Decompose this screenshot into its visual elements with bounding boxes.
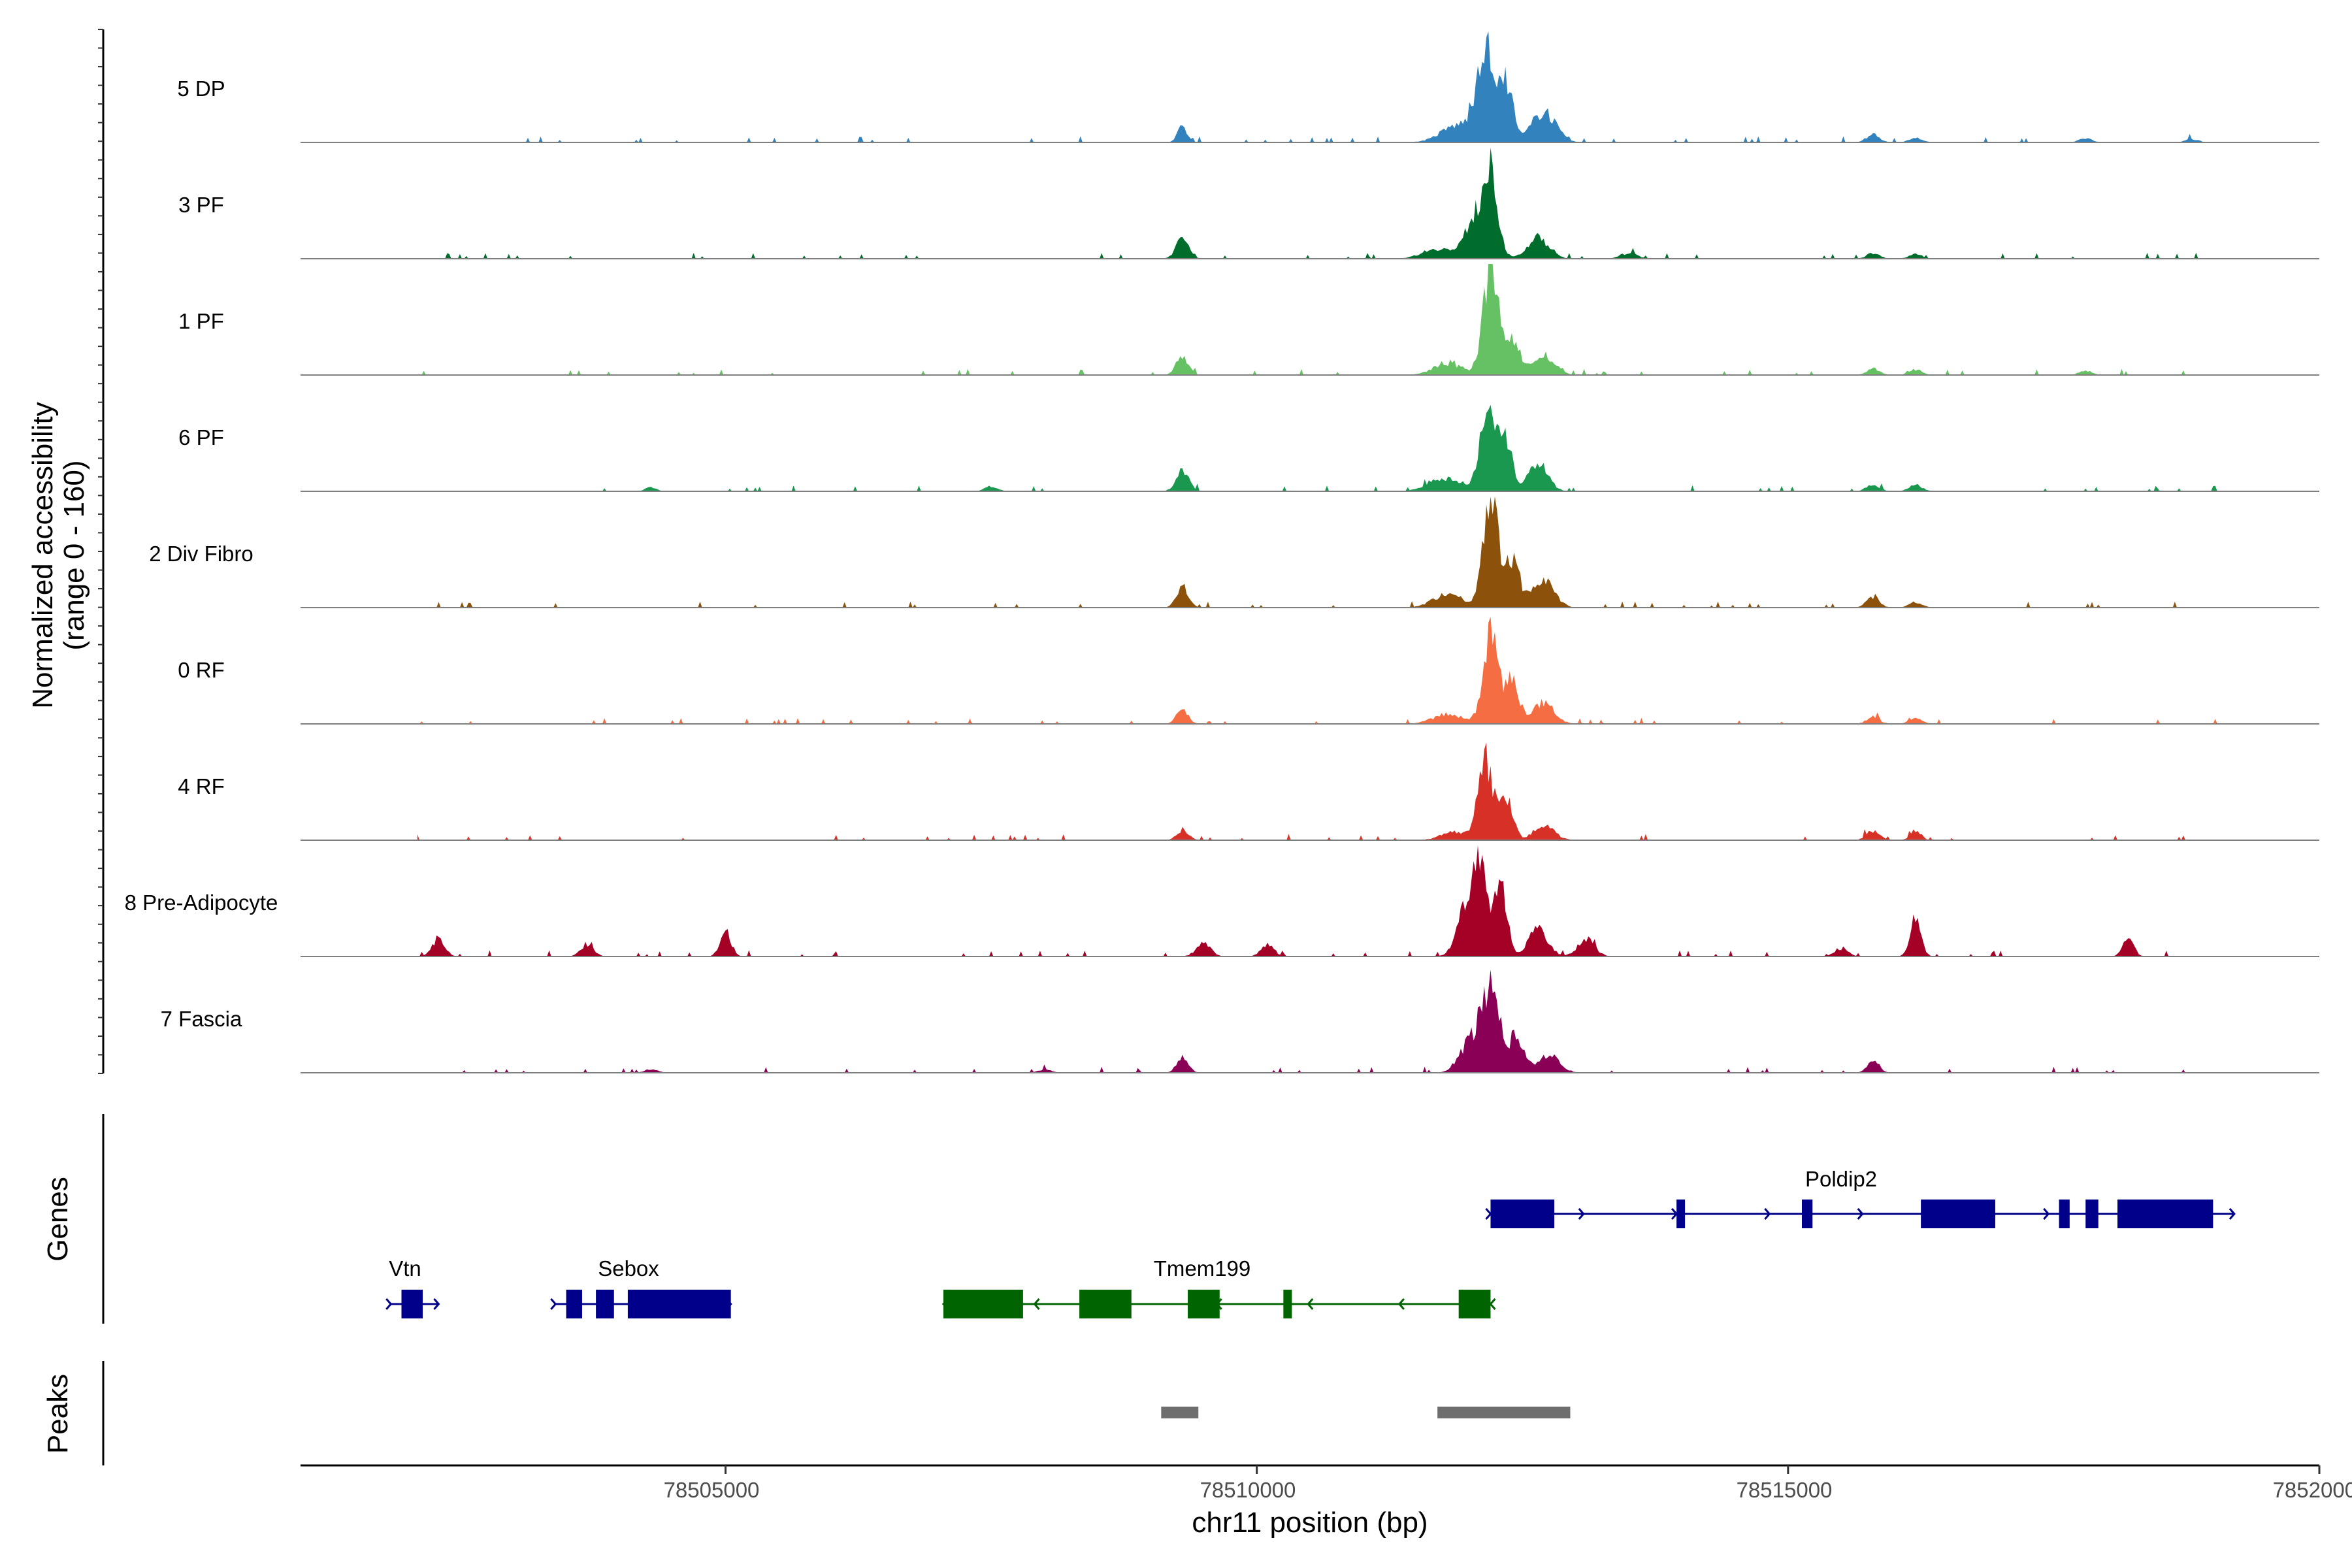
peak-regions <box>1161 1407 1571 1418</box>
gene-model-poldip2 <box>1485 1200 2236 1228</box>
gene-exon-tmem199-3 <box>1187 1290 1220 1318</box>
coverage-area-0-rf <box>417 617 2234 724</box>
gene-exon-tmem199-4 <box>1283 1290 1292 1318</box>
track-label-0-rf: 0 RF <box>178 658 225 682</box>
gene-strand-chevron-vtn <box>385 1298 393 1310</box>
coverage-track-1-pf <box>301 264 2319 376</box>
coverage-track-8-pre-adipocyte <box>301 845 2319 957</box>
gene-strand-chevron-poldip2 <box>1857 1208 1864 1220</box>
gene-exon-tmem199-5 <box>1458 1290 1491 1318</box>
track-label-5-dp: 5 DP <box>177 76 225 101</box>
coverage-area-1-pf <box>417 264 2234 375</box>
gene-strand-chevron-sebox <box>550 1298 557 1310</box>
x-tick-label-78515000: 78515000 <box>1737 1478 1833 1502</box>
gene-strand-chevron-poldip2 <box>2229 1208 2236 1220</box>
gene-strand-chevron-vtn <box>433 1298 440 1310</box>
x-tick-label-78520000: 78520000 <box>2273 1478 2352 1502</box>
gene-strand-chevron-poldip2 <box>1764 1208 1771 1220</box>
gene-label-vtn: Vtn <box>389 1256 421 1281</box>
gene-models <box>385 1200 2236 1318</box>
x-axis-title: chr11 position (bp) <box>1192 1507 1428 1539</box>
gene-model-tmem199 <box>941 1290 1496 1318</box>
gene-model-vtn <box>385 1290 440 1318</box>
gene-exon-poldip2-1 <box>1490 1200 1555 1228</box>
gene-exon-poldip2-3 <box>1801 1200 1813 1228</box>
gene-exon-tmem199-1 <box>943 1290 1023 1318</box>
gene-exon-sebox-3 <box>627 1290 731 1318</box>
coverage-area-4-rf <box>417 742 2234 840</box>
gene-exon-poldip2-2 <box>1676 1200 1686 1228</box>
coverage-track-0-rf <box>301 617 2319 725</box>
gene-strand-chevron-tmem199 <box>1033 1298 1040 1310</box>
peak-region-2 <box>1437 1407 1571 1418</box>
gene-strand-chevron-poldip2 <box>1578 1208 1585 1220</box>
gene-exon-tmem199-2 <box>1079 1290 1132 1318</box>
coverage-tracks <box>301 31 2319 1073</box>
gene-model-sebox <box>550 1290 732 1318</box>
gene-label-poldip2: Poldip2 <box>1805 1167 1877 1191</box>
gene-exon-vtn-1 <box>401 1290 423 1318</box>
track-labels: 5 DP 3 PF 1 PF 6 PF 2 Div Fibro 0 RF 4 R… <box>125 76 278 1031</box>
track-label-2-div-fibro: 2 Div Fibro <box>149 542 253 566</box>
gene-strand-chevron-tmem199 <box>1307 1298 1314 1310</box>
track-label-4-rf: 4 RF <box>178 774 225 798</box>
coverage-area-3-pf <box>417 148 2234 259</box>
coverage-area-8-pre-adipocyte <box>417 845 2234 956</box>
coverage-area-6-pf <box>417 404 2234 491</box>
coverage-area-2-div-fibro <box>417 497 2234 608</box>
gene-strand-chevron-poldip2 <box>1485 1208 1492 1220</box>
track-label-3-pf: 3 PF <box>178 193 224 217</box>
gene-labels: Poldip2 Vtn Sebox Tmem199 <box>389 1167 1877 1281</box>
x-tick-label-78505000: 78505000 <box>664 1478 760 1502</box>
coverage-track-2-div-fibro <box>301 497 2319 608</box>
track-label-6-pf: 6 PF <box>178 425 224 449</box>
y-axis-title-line2: (range 0 - 160) <box>58 460 90 650</box>
track-label-8-pre-adipocyte: 8 Pre-Adipocyte <box>125 890 278 915</box>
gene-strand-chevron-tmem199 <box>1489 1298 1496 1310</box>
gene-label-sebox: Sebox <box>598 1256 659 1281</box>
gene-exon-sebox-2 <box>596 1290 614 1318</box>
track-label-1-pf: 1 PF <box>178 309 224 333</box>
coverage-area-7-fascia <box>417 970 2234 1073</box>
gene-exon-poldip2-6 <box>2085 1200 2099 1228</box>
coverage-track-6-pf <box>301 404 2319 492</box>
peak-region-1 <box>1161 1407 1199 1418</box>
x-tick-label-78510000: 78510000 <box>1200 1478 1296 1502</box>
coverage-track-7-fascia <box>301 970 2319 1073</box>
peaks-panel-title: Peaks <box>42 1374 74 1454</box>
coverage-track-4-rf <box>301 742 2319 841</box>
genes-panel-title: Genes <box>42 1177 74 1262</box>
y-axis-title-line1: Normalized accessibility <box>27 402 59 708</box>
gene-exon-poldip2-7 <box>2117 1200 2213 1228</box>
gene-exon-poldip2-5 <box>2059 1200 2070 1228</box>
axes <box>98 29 2321 1474</box>
coverage-track-3-pf <box>301 148 2319 259</box>
gene-exon-sebox-1 <box>566 1290 582 1318</box>
gene-label-tmem199: Tmem199 <box>1154 1256 1251 1281</box>
track-label-7-fascia: 7 Fascia <box>161 1007 242 1031</box>
x-tick-labels: 78505000 78510000 78515000 78520000 <box>664 1478 2352 1502</box>
gene-strand-chevron-tmem199 <box>1397 1298 1405 1310</box>
gene-strand-chevron-poldip2 <box>2043 1208 2050 1220</box>
gene-exon-poldip2-4 <box>1921 1200 1995 1228</box>
coverage-area-5-dp <box>417 31 2234 142</box>
coverage-track-5-dp <box>301 31 2319 143</box>
